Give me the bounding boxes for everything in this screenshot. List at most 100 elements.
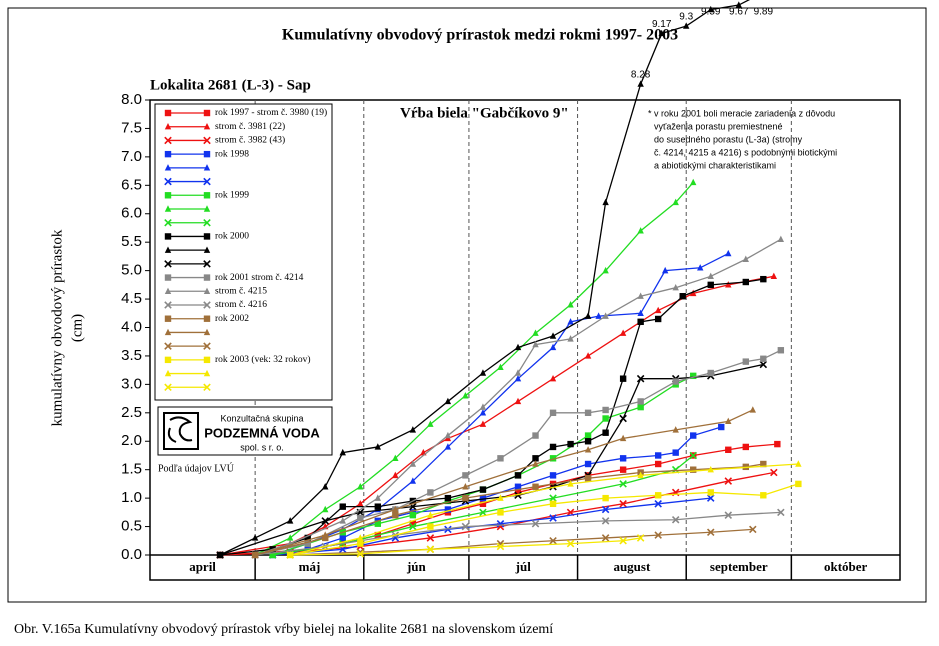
legend-box [154,103,333,401]
marker [619,329,627,336]
marker [164,315,172,322]
note-line: do susedného porastu (L-3a) (stromy [654,134,803,144]
marker [479,508,487,517]
marker [567,480,574,487]
marker [164,369,172,377]
marker [286,517,294,524]
marker [690,466,697,473]
marker [584,446,592,453]
series-line [290,463,799,556]
marker [690,432,697,439]
series-line [220,471,774,556]
marker [532,432,539,439]
marker [479,420,487,427]
marker [462,483,469,490]
marker [357,540,364,547]
marker [514,343,522,351]
marker [770,468,778,477]
y-tick-label: 7.5 [121,119,142,136]
marker [549,332,557,339]
data-label: 9.3 [679,12,693,23]
data-label: 9.89 [754,7,774,18]
marker [567,440,574,448]
marker [690,289,697,297]
marker [549,537,557,545]
x-tick-label: september [710,559,768,574]
marker [654,460,662,468]
marker [164,150,172,158]
marker [601,505,610,514]
marker [707,281,714,289]
marker [322,534,329,542]
marker [426,545,435,554]
marker [409,426,417,433]
marker [619,500,627,508]
marker [203,109,211,117]
marker [164,218,172,227]
frame [7,7,927,603]
y-tick-label: 6.5 [121,176,142,193]
marker [357,534,364,541]
marker [462,472,469,479]
marker [392,454,399,462]
marker [374,520,382,527]
marker [357,500,364,507]
legend-label: rok 2002 [215,314,249,324]
marker [392,505,399,513]
marker [601,517,610,525]
marker [619,466,627,473]
marker [374,443,382,450]
marker [164,342,172,350]
marker [497,509,504,516]
data-label: 9.59 [701,7,721,18]
marker [203,356,211,364]
marker [637,292,644,299]
marker [427,523,434,530]
logo-text: spol. s r. o. [240,442,284,452]
marker [774,440,781,448]
marker [595,312,602,319]
marker [427,511,434,518]
series-line [254,463,764,556]
marker [742,278,749,286]
legend-label: rok 2003 (vek: 32 rokov) [215,354,311,365]
x-tick-label: júl [515,559,532,574]
marker [203,192,211,199]
marker [549,500,557,508]
marker [636,374,645,383]
marker [392,511,399,519]
plot-layer: 0.0 0.5 1.0 1.5 2.0 2.5 3.0 3.5 4.0 4.5 5.0 5.5 6.0 6… [121,91,901,581]
marker [531,519,540,528]
note: * v roku 2001 boli meracie zariadenia z … [648,108,837,170]
series-line [290,483,799,556]
marker [549,514,557,522]
plot-area [149,99,901,581]
marker [760,492,767,499]
legend-label: strom č. 4216 [215,300,267,310]
y-tick-label: 0.5 [121,518,142,535]
marker [426,534,435,542]
marker [514,491,522,500]
data-label: 8.28 [631,70,651,81]
marker [497,494,504,501]
marker [567,301,574,308]
y-tick-label: 6.0 [121,205,142,222]
marker [777,347,785,354]
marker [654,500,662,508]
marker [672,449,679,456]
marker [164,233,172,240]
marker [777,508,785,517]
marker [444,431,452,439]
marker [584,312,592,319]
y-tick-label: 8.0 [121,91,142,108]
marker [164,246,172,253]
marker [549,409,557,417]
marker [532,340,539,348]
marker [164,123,172,130]
marker [444,443,452,450]
marker [462,392,469,399]
marker [619,414,627,423]
marker [584,438,592,445]
marker [654,452,662,459]
chart-title: Kumulatívny obvodový prírastok medzi rok… [282,27,678,44]
